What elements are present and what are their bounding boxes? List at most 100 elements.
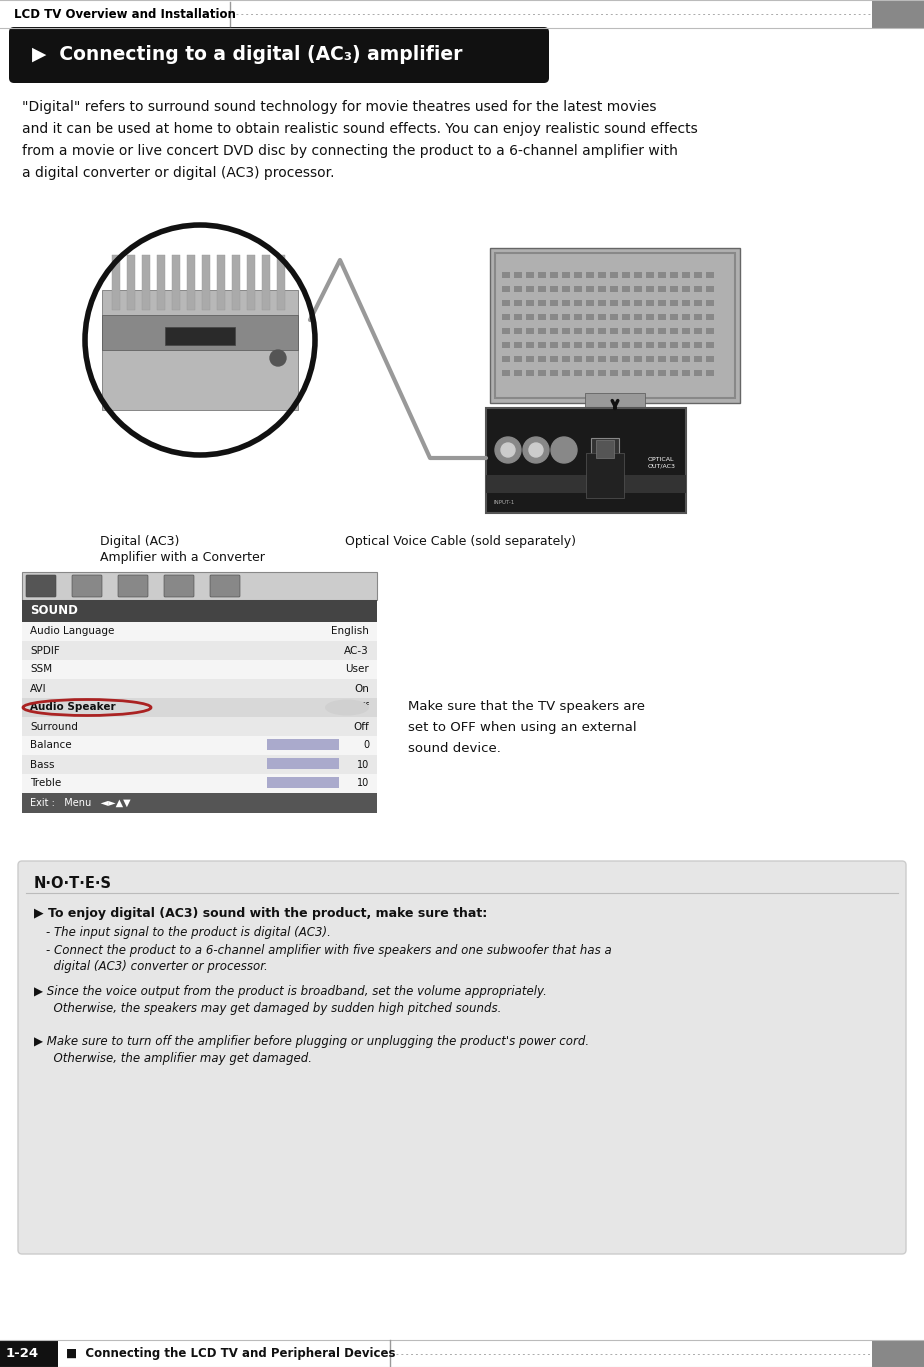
FancyBboxPatch shape [610,342,618,349]
FancyBboxPatch shape [682,355,690,362]
FancyBboxPatch shape [22,571,377,600]
FancyBboxPatch shape [550,286,558,293]
FancyBboxPatch shape [514,370,522,376]
FancyBboxPatch shape [262,256,270,310]
FancyBboxPatch shape [634,286,642,293]
FancyBboxPatch shape [502,370,510,376]
FancyBboxPatch shape [682,299,690,306]
FancyBboxPatch shape [202,256,210,310]
FancyBboxPatch shape [586,342,594,349]
FancyBboxPatch shape [658,272,666,278]
Circle shape [551,437,577,463]
Text: Treble: Treble [30,778,61,789]
Text: from a movie or live concert DVD disc by connecting the product to a 6-channel a: from a movie or live concert DVD disc by… [22,144,678,159]
FancyBboxPatch shape [682,272,690,278]
FancyBboxPatch shape [694,272,702,278]
FancyBboxPatch shape [562,299,570,306]
FancyBboxPatch shape [526,328,534,334]
FancyBboxPatch shape [538,314,546,320]
FancyBboxPatch shape [502,286,510,293]
FancyBboxPatch shape [574,342,582,349]
FancyBboxPatch shape [514,314,522,320]
FancyBboxPatch shape [646,314,654,320]
FancyBboxPatch shape [550,342,558,349]
Text: AVI: AVI [30,684,46,693]
FancyBboxPatch shape [610,370,618,376]
FancyBboxPatch shape [22,735,377,755]
Text: Digital (AC3): Digital (AC3) [100,534,179,548]
Text: ■  Connecting the LCD TV and Peripheral Devices: ■ Connecting the LCD TV and Peripheral D… [66,1346,395,1360]
FancyBboxPatch shape [538,299,546,306]
FancyBboxPatch shape [22,774,377,793]
FancyBboxPatch shape [502,342,510,349]
FancyBboxPatch shape [112,256,120,310]
Text: a digital converter or digital (AC3) processor.: a digital converter or digital (AC3) pro… [22,165,334,180]
FancyBboxPatch shape [562,286,570,293]
FancyBboxPatch shape [9,27,549,83]
Text: Audio Language: Audio Language [30,626,115,637]
Text: INPUT-1: INPUT-1 [494,499,516,504]
FancyBboxPatch shape [574,328,582,334]
Text: 0: 0 [363,741,369,750]
Text: and it can be used at home to obtain realistic sound effects. You can enjoy real: and it can be used at home to obtain rea… [22,122,698,135]
FancyBboxPatch shape [596,440,614,458]
FancyBboxPatch shape [706,286,714,293]
FancyBboxPatch shape [550,328,558,334]
Text: Balance: Balance [30,741,72,750]
FancyBboxPatch shape [658,286,666,293]
FancyBboxPatch shape [658,355,666,362]
FancyBboxPatch shape [658,328,666,334]
Text: Surround: Surround [30,722,78,731]
FancyBboxPatch shape [22,622,377,641]
FancyBboxPatch shape [26,576,56,597]
FancyBboxPatch shape [277,256,285,310]
Text: Otherwise, the amplifier may get damaged.: Otherwise, the amplifier may get damaged… [46,1053,312,1065]
FancyBboxPatch shape [706,342,714,349]
FancyBboxPatch shape [646,328,654,334]
FancyBboxPatch shape [164,576,194,597]
FancyBboxPatch shape [585,392,645,407]
FancyBboxPatch shape [646,299,654,306]
Text: OPTICAL
OUT/AC3: OPTICAL OUT/AC3 [648,457,676,469]
FancyBboxPatch shape [22,793,377,813]
FancyBboxPatch shape [490,247,740,403]
FancyBboxPatch shape [72,576,102,597]
FancyBboxPatch shape [670,370,678,376]
Text: digital (AC3) converter or processor.: digital (AC3) converter or processor. [46,960,268,973]
FancyBboxPatch shape [267,740,339,750]
FancyBboxPatch shape [18,861,906,1254]
Text: ▶ Since the voice output from the product is broadband, set the volume appropria: ▶ Since the voice output from the produc… [34,986,547,998]
FancyBboxPatch shape [538,328,546,334]
FancyBboxPatch shape [514,342,522,349]
FancyBboxPatch shape [157,256,165,310]
FancyBboxPatch shape [538,272,546,278]
FancyBboxPatch shape [232,256,240,310]
FancyBboxPatch shape [538,370,546,376]
FancyBboxPatch shape [502,299,510,306]
FancyBboxPatch shape [694,342,702,349]
Text: LCD TV Overview and Installation: LCD TV Overview and Installation [14,7,236,21]
FancyBboxPatch shape [526,355,534,362]
FancyBboxPatch shape [127,256,135,310]
FancyBboxPatch shape [486,474,686,493]
Text: Off: Off [353,703,369,712]
Text: ▶  Connecting to a digital (AC₃) amplifier: ▶ Connecting to a digital (AC₃) amplifie… [32,45,463,64]
Circle shape [557,443,571,457]
FancyBboxPatch shape [586,355,594,362]
FancyBboxPatch shape [502,328,510,334]
FancyBboxPatch shape [267,776,339,787]
FancyBboxPatch shape [634,272,642,278]
FancyBboxPatch shape [574,299,582,306]
FancyBboxPatch shape [622,328,630,334]
FancyBboxPatch shape [22,718,377,735]
FancyBboxPatch shape [646,342,654,349]
FancyBboxPatch shape [646,370,654,376]
FancyBboxPatch shape [514,355,522,362]
FancyBboxPatch shape [217,256,225,310]
FancyBboxPatch shape [706,328,714,334]
FancyBboxPatch shape [658,299,666,306]
FancyBboxPatch shape [486,407,686,513]
FancyBboxPatch shape [586,286,594,293]
Text: Audio Speaker: Audio Speaker [30,703,116,712]
Text: On: On [354,684,369,693]
